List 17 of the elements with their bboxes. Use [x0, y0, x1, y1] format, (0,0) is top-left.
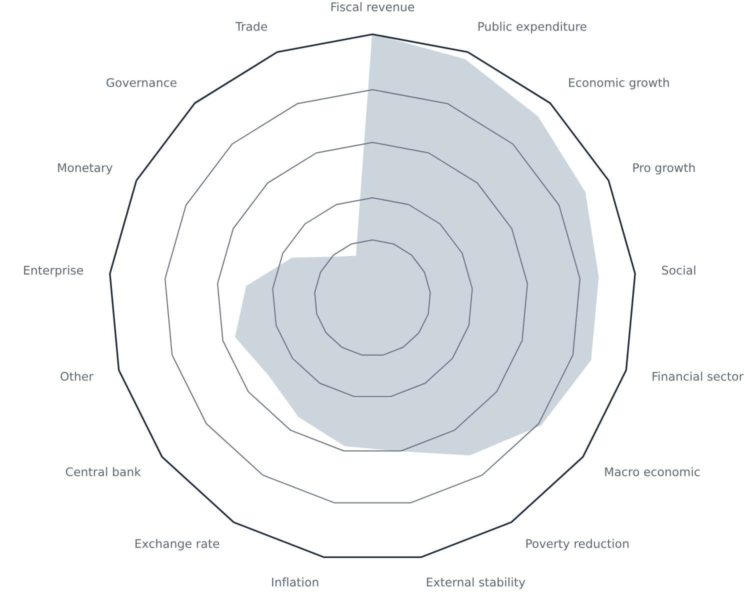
spoke-label: Public expenditure: [478, 22, 586, 34]
spoke-label: Pro growth: [633, 162, 695, 174]
spoke-label: Monetary: [58, 163, 112, 174]
spoke-label: Economic growth: [569, 78, 669, 90]
spoke-label: Central bank: [66, 467, 141, 476]
spoke-label: Other: [60, 372, 94, 381]
spoke-label: Governance: [106, 78, 176, 88]
spoke-label: Poverty reduction: [526, 538, 629, 550]
spoke-label: External stability: [426, 577, 526, 589]
spoke-label: Macro economic: [605, 467, 700, 476]
spoke-label: Inflation: [272, 577, 318, 587]
spoke-label: Fiscal revenue: [331, 2, 414, 12]
spoke-label: Enterprise: [24, 266, 84, 277]
spoke-label: Social: [662, 266, 696, 275]
spoke-label: Financial sector: [652, 372, 744, 381]
spoke-label: Exchange rate: [136, 538, 220, 550]
spoke-label: Trade: [235, 22, 268, 31]
